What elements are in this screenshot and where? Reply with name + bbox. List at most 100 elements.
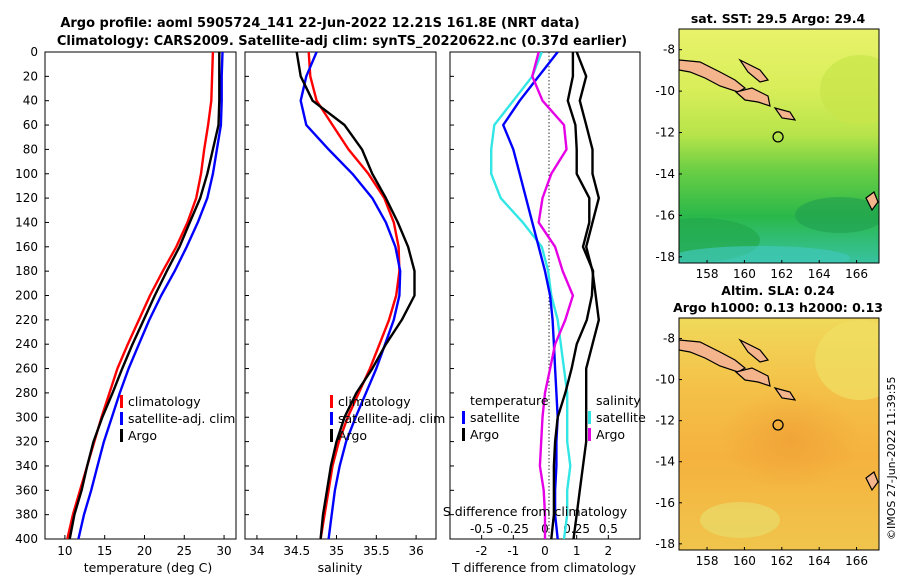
map-x-tick-label: 158 <box>696 267 719 281</box>
legend-swatch-satellite <box>330 412 333 425</box>
depth-tick-label: 20 <box>23 69 38 83</box>
coastline <box>679 58 879 212</box>
depth-tick-label: 300 <box>15 410 38 424</box>
map-x-tick-label: 158 <box>696 554 719 568</box>
legend-swatch-argo <box>330 429 333 442</box>
depth-tick-label: 240 <box>15 337 38 351</box>
t-difference-x-label: T difference from climatology <box>451 560 637 575</box>
depth-tick-label: 320 <box>15 435 38 449</box>
x-tick-label: 10 <box>57 544 72 558</box>
depth-tick-label: 360 <box>15 483 38 497</box>
depth-tick-label: 60 <box>23 118 38 132</box>
s-difference-label: S difference from climatology <box>443 504 628 519</box>
map-y-tick-label: -10 <box>655 373 675 387</box>
sst-warm-patch <box>820 55 879 125</box>
depth-tick-label: 380 <box>15 508 38 522</box>
series-line-satellite-adj-clim <box>299 52 402 539</box>
sla-low-patch <box>700 502 780 538</box>
map-y-tick-label: -14 <box>655 455 675 469</box>
argo-location-marker <box>772 131 784 143</box>
sst-cool-patch <box>679 246 850 263</box>
depth-tick-label: 220 <box>15 313 38 327</box>
legend-swatch-t-satellite <box>462 411 465 424</box>
series-line-s-argo <box>531 52 575 539</box>
legend-swatch-t-argo <box>462 428 465 441</box>
legend-s-argo: Argo <box>596 427 625 442</box>
depth-tick-label: 100 <box>15 167 38 181</box>
series-line-climatology <box>66 52 215 539</box>
x-tick-label: -1 <box>507 544 519 558</box>
temperature-legend: climatology satellite-adj. clim Argo <box>120 394 235 443</box>
salinity-axes-box <box>244 51 437 540</box>
temperature-x-label: temperature (deg C) <box>84 560 213 575</box>
temperature-panel: 0 20 40 60 80 100 120 140 160 180 200 220 240 260 280 3… <box>15 45 454 575</box>
map-x-tick-label: 160 <box>733 554 756 568</box>
legend-temperature: temperature <box>470 393 549 408</box>
depth-tick-label: 400 <box>15 532 38 546</box>
difference-axes-box <box>449 51 641 540</box>
salinity-diff-legend: salinity satellite Argo <box>588 393 646 442</box>
sla-map-title-1: Altim. SLA: 0.24 <box>721 283 835 298</box>
series-line-s-satellite <box>502 52 559 539</box>
legend-climatology: climatology <box>338 394 411 409</box>
sla-map-ticks: 158 160 162 164 166 -8 -10 -12 -14 -16 -18 <box>655 332 868 568</box>
x-tick-label: 30 <box>216 544 231 558</box>
map-y-tick-label: -12 <box>655 126 675 140</box>
legend-swatch-climatology <box>120 395 123 408</box>
legend-argo: Argo <box>128 428 157 443</box>
map-x-tick-label: 166 <box>845 554 868 568</box>
x-tick-label: 34 <box>249 544 264 558</box>
legend-swatch-s-argo <box>588 428 591 441</box>
legend-swatch-climatology <box>330 395 333 408</box>
salinity-x-label: salinity <box>318 560 363 575</box>
depth-tick-label: 280 <box>15 386 38 400</box>
map-x-tick-label: 164 <box>808 554 831 568</box>
s-difference-tick-label: -0.5 <box>470 522 493 536</box>
sst-map-ticks: 158 160 162 164 166 -8 -10 -12 -14 -16 -18 <box>655 43 868 281</box>
map-y-tick-label: -18 <box>655 537 675 551</box>
imos-credit: ©IMOS 27-Jun-2022 11:39:55 <box>885 376 898 540</box>
map-y-tick-label: -14 <box>655 167 675 181</box>
t-difference-x-ticks: -2 -1 0 1 2 <box>476 535 612 558</box>
depth-tick-label: 340 <box>15 459 38 473</box>
depth-tick-label: 160 <box>15 240 38 254</box>
depth-tick-label: 40 <box>23 94 38 108</box>
depth-tick-label: 120 <box>15 191 38 205</box>
s-difference-tick-label: 0.5 <box>599 522 618 536</box>
series-line-argo <box>295 52 416 539</box>
sla-map-title-2: Argo h1000: 0.13 h2000: 0.13 <box>673 300 883 315</box>
sst-map-frame <box>678 28 880 264</box>
x-tick-label: 20 <box>137 544 152 558</box>
map-y-tick-label: -16 <box>655 208 675 222</box>
x-tick-label: -2 <box>476 544 488 558</box>
map-x-tick-label: 166 <box>845 267 868 281</box>
sla-map-frame <box>678 317 880 551</box>
salinity-legend: climatology satellite-adj. clim Argo <box>330 394 445 443</box>
map-x-tick-label: 162 <box>770 554 793 568</box>
map-x-tick-label: 164 <box>808 267 831 281</box>
series-line-climatology <box>307 52 401 539</box>
depth-tick-label: 0 <box>30 45 38 59</box>
x-tick-label: 36 <box>408 544 423 558</box>
series-line-argo <box>68 52 221 539</box>
title-line-2: Climatology: CARS2009. Satellite-adj cli… <box>57 34 627 49</box>
legend-argo: Argo <box>338 428 367 443</box>
series-line-t-argo <box>572 52 600 539</box>
x-tick-label: 34.5 <box>283 544 310 558</box>
depth-tick-label: 200 <box>15 289 38 303</box>
map-y-tick-label: -12 <box>655 414 675 428</box>
legend-satellite: satellite-adj. clim <box>128 411 235 426</box>
sst-cool-patch <box>795 197 879 233</box>
depth-tick-label: 80 <box>23 142 38 156</box>
temperature-x-ticks: 10 15 20 25 30 <box>57 535 232 558</box>
x-tick-label: 0 <box>541 544 549 558</box>
map-x-tick-label: 162 <box>770 267 793 281</box>
temperature-diff-legend: temperature satellite Argo <box>462 393 549 442</box>
map-y-tick-label: -18 <box>655 250 675 264</box>
title-line-1: Argo profile: aoml 5905724_141 22-Jun-20… <box>60 16 579 31</box>
map-y-tick-label: -8 <box>663 332 675 346</box>
map-y-tick-label: -10 <box>655 84 675 98</box>
legend-climatology: climatology <box>128 394 201 409</box>
s-difference-tick-label: 0.25 <box>563 522 590 536</box>
